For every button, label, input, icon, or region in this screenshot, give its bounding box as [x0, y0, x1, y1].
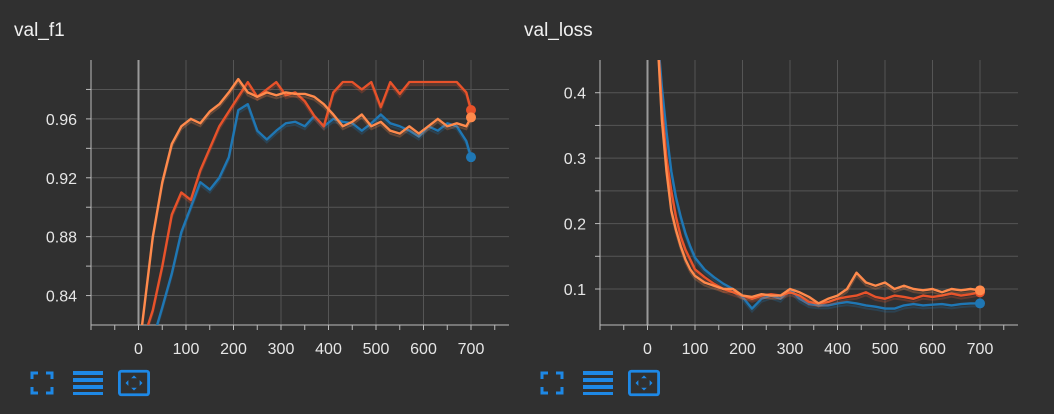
- x-tick-label: 200: [220, 341, 247, 358]
- chart-toolbar: [26, 369, 164, 397]
- series-raw-line: [141, 80, 472, 325]
- x-tick-label: 100: [173, 341, 200, 358]
- series-endpoint[interactable]: [466, 105, 476, 116]
- series-line[interactable]: [657, 27, 980, 310]
- series-endpoint[interactable]: [466, 152, 476, 163]
- x-tick-label: 500: [363, 341, 390, 358]
- chart-title: val_loss: [524, 20, 593, 41]
- series-raw-line: [156, 105, 472, 325]
- y-tick-label: 0.3: [564, 151, 586, 168]
- x-tick-label: 100: [682, 341, 709, 358]
- x-tick-label: 0: [134, 341, 143, 358]
- chart-toolbar: [536, 369, 674, 397]
- x-tick-label: 200: [729, 341, 756, 358]
- series-line[interactable]: [657, 27, 981, 305]
- fit-domain-icon[interactable]: [628, 369, 660, 397]
- toggle-list-icon[interactable]: [72, 369, 104, 397]
- toggle-list-icon[interactable]: [582, 369, 614, 397]
- y-tick-label: 0.88: [46, 230, 77, 247]
- fullscreen-icon[interactable]: [26, 369, 58, 397]
- x-tick-label: 0: [643, 341, 652, 358]
- chart-val-loss[interactable]: 0.1 0.2 0.3 0.4 0 100 200 300 400 500 600 700: [510, 0, 1037, 414]
- series-raw-line: [657, 60, 981, 308]
- chart-title: val_f1: [14, 20, 65, 41]
- series-raw-line: [657, 60, 981, 308]
- y-tick-label: 0.92: [46, 171, 77, 188]
- x-tick-label: 300: [777, 341, 804, 358]
- fullscreen-icon[interactable]: [536, 369, 568, 397]
- x-tick-label: 400: [315, 341, 342, 358]
- series-line[interactable]: [139, 80, 473, 354]
- x-tick-label: 700: [967, 341, 994, 358]
- series-endpoint[interactable]: [975, 285, 985, 296]
- series-endpoint[interactable]: [466, 112, 476, 123]
- x-tick-label: 300: [268, 341, 295, 358]
- chart-panel-val-loss: val_loss 0.1 0.2 0.3 0.4 0 100 200 300 400 500 600…: [510, 0, 1037, 414]
- x-tick-label: 400: [824, 341, 851, 358]
- y-tick-label: 0.2: [564, 217, 586, 234]
- chart-panel-val-f1: val_f1 0.84 0.88 0.92 0.96 0 100 200 300 400 500 6…: [0, 0, 527, 414]
- y-tick-label: 0.96: [46, 112, 77, 129]
- y-tick-label: 0.84: [46, 289, 77, 306]
- y-tick-label: 0.1: [564, 282, 586, 299]
- x-tick-label: 700: [458, 341, 485, 358]
- series-line[interactable]: [657, 27, 981, 305]
- series-line[interactable]: [139, 77, 473, 354]
- series-endpoint[interactable]: [975, 298, 985, 309]
- x-tick-label: 600: [410, 341, 437, 358]
- x-tick-label: 600: [919, 341, 946, 358]
- fit-domain-icon[interactable]: [118, 369, 150, 397]
- series-line[interactable]: [139, 102, 473, 354]
- x-tick-label: 500: [872, 341, 899, 358]
- y-tick-label: 0.4: [564, 86, 586, 103]
- chart-val-f1[interactable]: 0.84 0.88 0.92 0.96 0 100 200 300 400 500 600 700: [0, 0, 527, 414]
